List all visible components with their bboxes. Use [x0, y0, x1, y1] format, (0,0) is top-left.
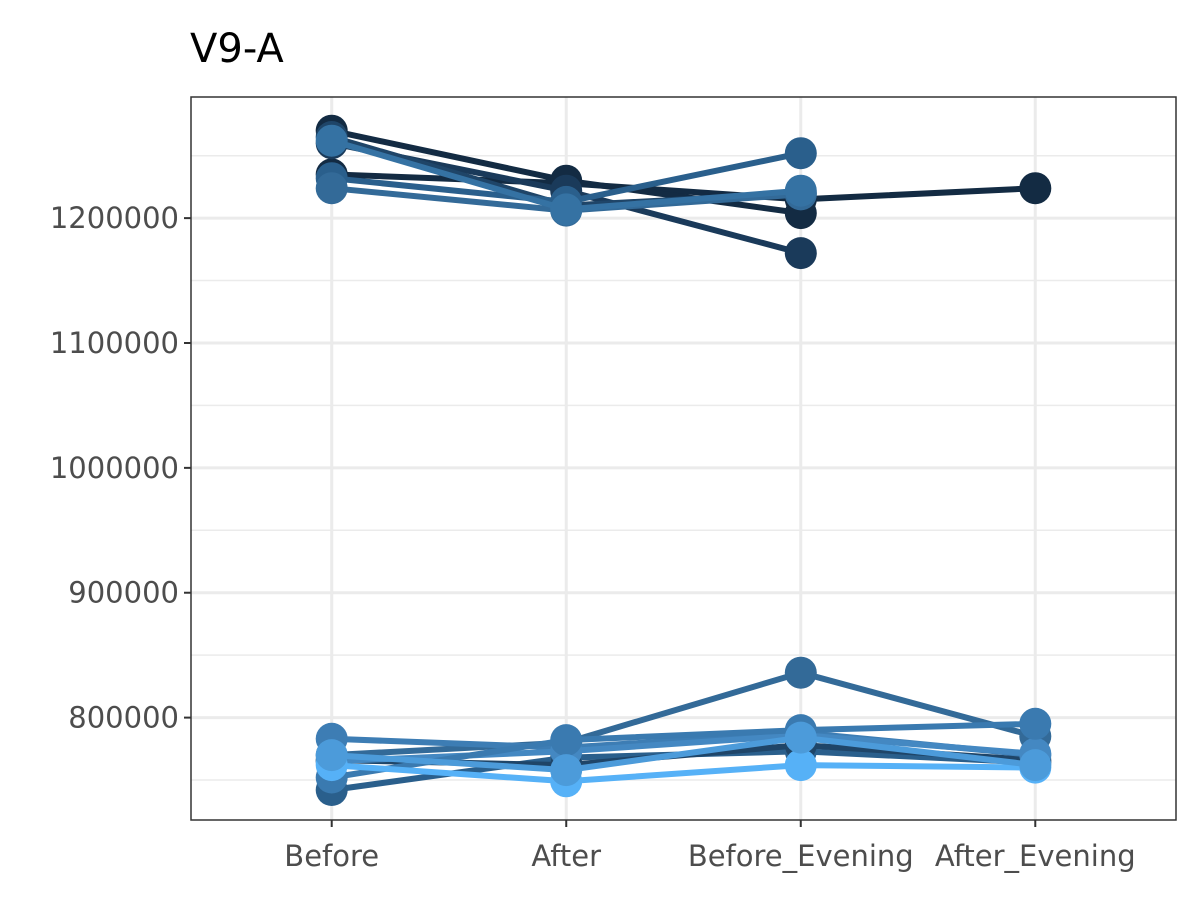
plot-border: [190, 96, 1177, 821]
data-point: [784, 237, 817, 270]
data-point: [1019, 172, 1052, 205]
series-line: [331, 171, 1036, 203]
data-point: [550, 754, 583, 787]
data-point: [1019, 707, 1052, 740]
data-point: [784, 656, 817, 689]
minor-gridlines: [191, 154, 1176, 781]
data-point: [550, 724, 583, 757]
y-axis: 800000 900000 1000000 1100000 1200000: [50, 201, 191, 735]
chart-title: V9-A: [190, 26, 284, 72]
y-tick-label: 800000: [68, 701, 179, 735]
y-tick-label: 1200000: [50, 201, 179, 235]
series-6: [315, 124, 817, 226]
y-tick-label: 1100000: [50, 326, 179, 360]
series-layer: [315, 114, 1052, 806]
data-point: [784, 721, 817, 754]
series-14: [315, 721, 1052, 787]
x-tick-label: Before_Evening: [688, 839, 914, 873]
y-tick-label: 900000: [68, 576, 179, 610]
data-point: [315, 124, 348, 157]
major-gridlines: [191, 97, 1176, 820]
data-point: [784, 137, 817, 170]
x-tick-label: After: [531, 839, 601, 873]
series-line: [331, 669, 1037, 759]
data-point: [315, 172, 348, 205]
series-line: [331, 734, 1036, 774]
data-point: [315, 739, 348, 772]
data-point: [784, 174, 817, 207]
x-tick-label: After_Evening: [935, 839, 1136, 873]
x-tick-label: Before: [284, 839, 379, 873]
data-point: [1019, 749, 1052, 782]
x-axis: Before After Before_Evening After_Evening: [284, 820, 1136, 873]
data-point: [550, 193, 583, 226]
data-point: [784, 749, 817, 782]
series-line: [331, 720, 1036, 781]
series-line: [331, 762, 1036, 785]
y-tick-label: 1000000: [50, 451, 179, 485]
